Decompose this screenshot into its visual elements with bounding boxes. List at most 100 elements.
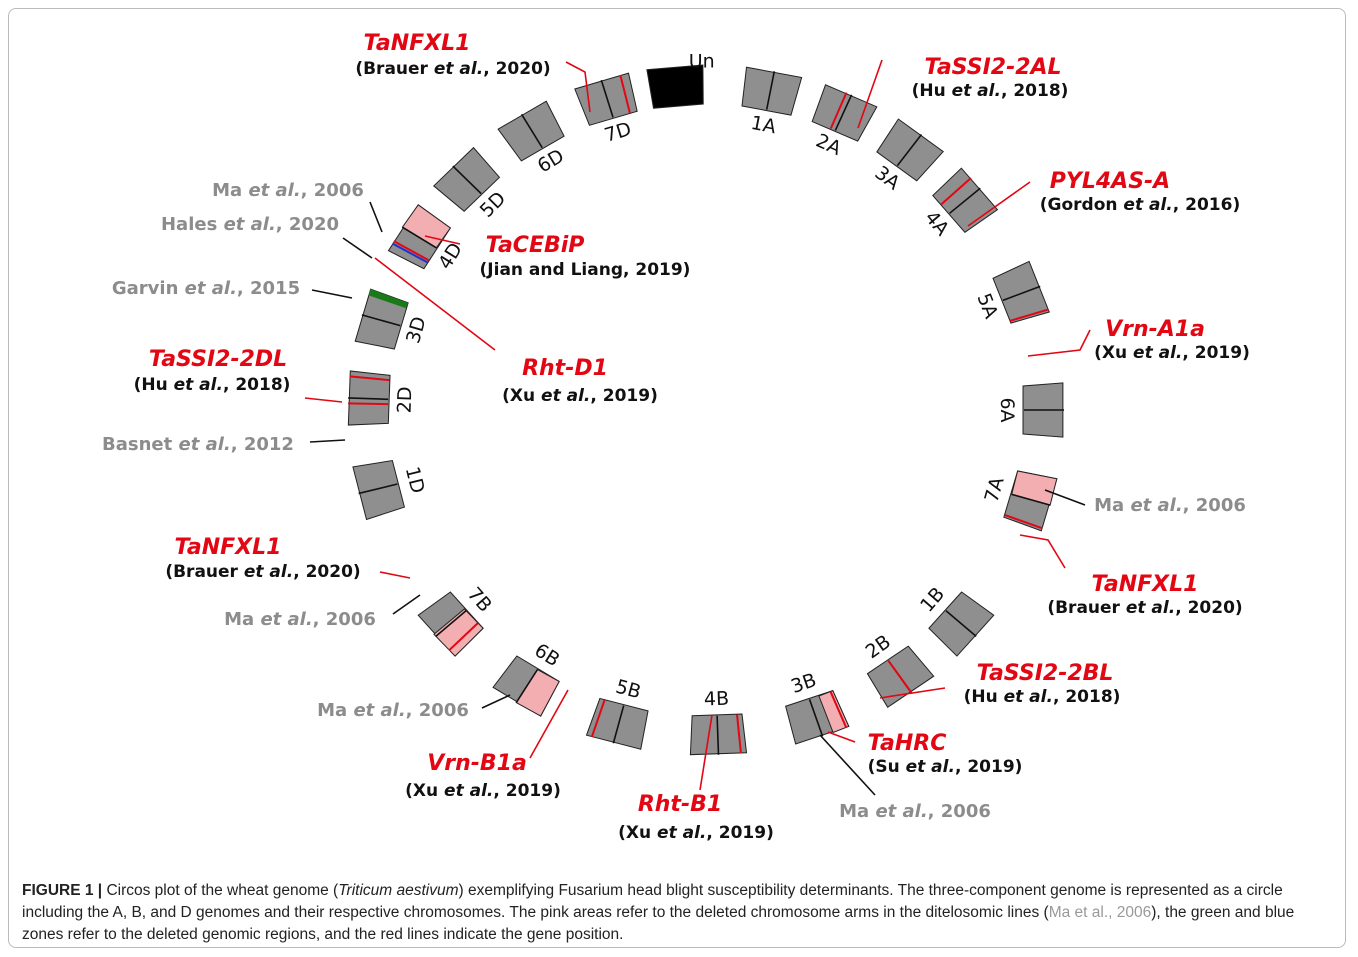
gene-citation-part: , 2018) xyxy=(1001,81,1068,101)
deletion-reference-part: Ma xyxy=(1094,495,1130,516)
gene-citation-part: (Xu xyxy=(502,386,541,406)
marker-line xyxy=(765,71,776,110)
marker-line xyxy=(1004,513,1043,530)
deletion-reference-part: Basnet xyxy=(102,434,178,455)
leader xyxy=(967,181,1031,227)
chromosome xyxy=(585,697,649,750)
deletion-reference-part: et al. xyxy=(1130,495,1182,516)
chromosome-label: 5A xyxy=(972,290,1002,321)
leader xyxy=(304,397,343,403)
marker-line xyxy=(1009,308,1049,322)
gene-citation-part: (Hu xyxy=(964,687,1004,707)
chromosome-label: 7D xyxy=(602,118,634,147)
marker-line xyxy=(401,226,437,249)
leader xyxy=(529,689,569,759)
leader xyxy=(827,731,856,743)
chromosome-label: 6B xyxy=(530,639,563,671)
marker-line xyxy=(829,92,848,129)
chromosome-label: 2D xyxy=(394,386,417,413)
gene-citation-part: , 2019) xyxy=(955,757,1022,777)
marker-line xyxy=(887,660,913,694)
gene-name: TaSSI2-2AL xyxy=(924,55,1061,80)
marker-line xyxy=(600,79,614,118)
gene-citation: (Hu et al., 2018) xyxy=(134,375,291,395)
deletion-reference-part: , 2006 xyxy=(1183,495,1246,516)
caption: FIGURE 1 | Circos plot of the wheat geno… xyxy=(22,880,1322,946)
chromosome-label: 1A xyxy=(749,112,778,138)
leader xyxy=(699,714,713,791)
gene-name: Vrn-A1a xyxy=(1105,317,1205,342)
gene-name: TaSSI2-2BL xyxy=(977,661,1114,686)
marker-line xyxy=(448,622,479,652)
gene-citation: (Su et al., 2019) xyxy=(868,757,1023,777)
marker-line xyxy=(515,669,539,704)
deletion-reference: Ma et al., 2006 xyxy=(212,180,364,201)
gene-citation: (Brauer et al., 2020) xyxy=(1047,598,1242,618)
leader xyxy=(1044,489,1086,506)
marker-line xyxy=(949,187,981,214)
gene-citation: (Xu et al., 2019) xyxy=(618,823,774,843)
deletion-reference-part: , 2012 xyxy=(231,434,294,455)
gene-citation-part: et al. xyxy=(1126,598,1175,618)
gene-citation: (Brauer et al., 2020) xyxy=(165,562,360,582)
gene-citation-part: , 2020) xyxy=(293,562,360,582)
gene-citation-part: (Jian and Liang, 2019) xyxy=(480,260,691,280)
marker-line xyxy=(619,74,631,114)
deleted-region xyxy=(368,289,409,309)
chromosome xyxy=(992,260,1050,324)
leader xyxy=(424,235,461,245)
gene-name: TaNFXL1 xyxy=(364,31,471,56)
marker-line xyxy=(361,314,401,327)
deletion-reference: Ma et al., 2006 xyxy=(317,700,469,721)
gene-citation-part: (Hu xyxy=(912,81,952,101)
gene-citation-part: et al. xyxy=(541,386,590,406)
leader xyxy=(565,61,591,113)
deletion-reference: Ma et al., 2006 xyxy=(224,609,376,630)
deletion-reference-part: Ma xyxy=(224,609,260,630)
marker-line xyxy=(1011,493,1051,506)
caption-label: FIGURE 1 | xyxy=(22,882,103,899)
caption-text: Circos plot of the wheat genome ( xyxy=(102,882,339,899)
gene-name: TaHRC xyxy=(868,731,947,756)
marker-line xyxy=(520,113,543,149)
gene-citation: (Gordon et al., 2016) xyxy=(1040,195,1240,215)
gene-name: Rht-B1 xyxy=(638,792,722,817)
deletion-reference-part: , 2006 xyxy=(406,700,469,721)
marker-line xyxy=(348,402,389,406)
deletion-reference-part: Ma xyxy=(212,180,248,201)
leader xyxy=(342,237,373,259)
chromosome xyxy=(741,66,803,116)
gene-citation-part: , 2019) xyxy=(493,781,560,801)
leader xyxy=(379,571,411,579)
gene-citation-part: et al. xyxy=(1123,195,1172,215)
gene-citation-part: et al. xyxy=(657,823,706,843)
marker-line xyxy=(1002,285,1041,302)
deletion-reference-part: , 2006 xyxy=(301,180,364,201)
deletion-reference: Ma et al., 2006 xyxy=(1094,495,1246,516)
gene-citation-part: et al. xyxy=(1004,687,1053,707)
deleted-arm xyxy=(433,608,484,657)
caption-text: Triticum aestivum xyxy=(338,882,459,899)
circos-plot: Un1A2A3A4A5A6A7A1B2B3B4B5B6B7B1D2D3D4D5D… xyxy=(102,31,1250,843)
marker-line xyxy=(829,691,848,728)
marker-line xyxy=(612,705,625,744)
chromosome-label: 3D xyxy=(402,314,431,346)
gene-citation-part: , 2018) xyxy=(1053,687,1120,707)
leader xyxy=(309,439,346,443)
leader xyxy=(1019,534,1066,569)
gene-citation-part: (Xu xyxy=(618,823,657,843)
caption-text: ) exemplifying Fusarium head blight susc… xyxy=(22,882,1283,921)
leader xyxy=(311,289,353,299)
gene-citation: (Hu et al., 2018) xyxy=(964,687,1121,707)
gene-citation-part: (Gordon xyxy=(1040,195,1124,215)
chromosome xyxy=(352,459,406,521)
deletion-reference: Hales et al., 2020 xyxy=(161,214,339,235)
deletion-reference: Basnet et al., 2012 xyxy=(102,434,294,455)
gene-citation-part: , 2019) xyxy=(1182,343,1249,363)
marker-line xyxy=(716,715,720,755)
chromosome-label: 2A xyxy=(813,130,845,160)
gene-name: TaCEBiP xyxy=(486,233,585,258)
deletion-reference-part: et al. xyxy=(248,180,300,201)
chromosome xyxy=(574,72,638,126)
deletion-reference-part: , 2015 xyxy=(237,278,300,299)
